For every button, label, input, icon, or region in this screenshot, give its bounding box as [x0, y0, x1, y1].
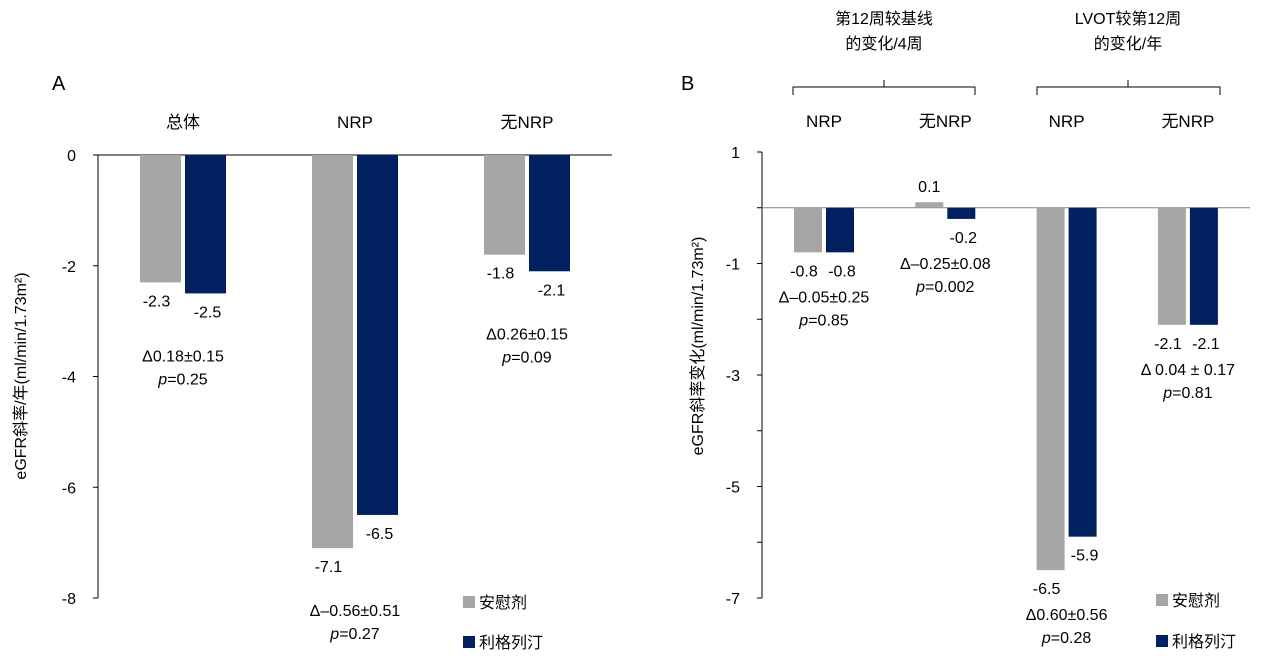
panel-a-y-tick-label: -4	[62, 370, 76, 387]
panel-a-delta-annotation: Δ0.18±0.15	[142, 348, 224, 365]
group-header-2-line2: 的变化/年	[1094, 35, 1162, 53]
panel-a-category-label: NRP	[337, 113, 373, 132]
panel-a-y-tick-label: -8	[62, 591, 76, 608]
panel-b-bar-placebo	[1157, 207, 1186, 325]
panel-b-data-label: -2.1	[1154, 336, 1182, 353]
panel-b-p-symbol: p	[915, 279, 925, 296]
legend-b-drug-label: 利格列汀	[1172, 633, 1236, 651]
panel-a-y-tick-label: -6	[62, 480, 76, 497]
panel-b: B eGFR斜率变化(ml/min/1.73m²) 第12周较基线 的变化/4周…	[681, 10, 1250, 647]
panel-b-data-label: -5.9	[1071, 548, 1099, 565]
legend-a-drug-label: 利格列汀	[479, 634, 543, 652]
legend-a-drug-swatch	[463, 636, 475, 648]
legend-a-placebo-label: 安慰剂	[479, 594, 527, 612]
panel-b-p-number: =0.85	[808, 312, 849, 329]
panel-b-delta-annotation: Δ–0.25±0.08	[900, 256, 991, 273]
panel-b-delta-annotation: Δ 0.04 ± 0.17	[1141, 362, 1235, 379]
panel-b-bar-drug	[947, 207, 976, 219]
panel-a-delta-annotation: Δ–0.56±0.51	[310, 603, 401, 620]
panel-b-category-label: NRP	[1049, 112, 1085, 131]
panel-b-p-value-annotation: p=0.85	[798, 312, 848, 329]
panel-a-p-number: =0.27	[339, 626, 380, 643]
legend-b-placebo-label: 安慰剂	[1172, 592, 1220, 610]
panel-b-delta-annotation: Δ–0.05±0.25	[779, 289, 870, 306]
panel-a-p-value-annotation: p=0.09	[501, 349, 551, 366]
legend-a: 安慰剂 利格列汀	[463, 594, 543, 652]
panel-b-p-number: =0.002	[925, 279, 974, 296]
panel-a-data-label: -2.3	[143, 293, 171, 310]
group-header-2-line1: LVOT较第12周	[1075, 10, 1181, 28]
panel-b-bar-placebo	[915, 202, 944, 208]
panel-b-p-value-annotation: p=0.81	[1162, 385, 1212, 402]
panel-a-bar-drug	[529, 155, 570, 272]
panel-b-data-label: 0.1	[918, 179, 940, 196]
panel-b-p-number: =0.81	[1172, 385, 1213, 402]
panel-a-data-label: -2.5	[194, 304, 222, 321]
panel-b-bar-drug	[1189, 207, 1218, 325]
panel-a-bar-drug	[185, 155, 226, 294]
panel-b-category-label: 无NRP	[919, 112, 972, 131]
panel-a-data-label: -1.8	[487, 266, 515, 283]
panel-b-category-label: 无NRP	[1161, 112, 1214, 131]
panel-a: A eGFR斜率/年(ml/min/1.73m²) 0 -2 -4 -6 -8 总体 -2.…	[12, 73, 612, 643]
group-header-1-line2: 的变化/4周	[845, 35, 922, 53]
panel-a-label: A	[52, 73, 66, 95]
panel-b-data-label: -2.1	[1192, 336, 1220, 353]
panel-b-bar-drug	[1068, 207, 1097, 537]
legend-b: 安慰剂 利格列汀	[1156, 592, 1236, 651]
panel-a-p-value-annotation: p=0.27	[329, 626, 379, 643]
panel-a-p-number: =0.25	[167, 371, 208, 388]
group-bracket-2	[1036, 80, 1221, 95]
panel-a-y-axis-label: eGFR斜率/年(ml/min/1.73m²)	[12, 272, 30, 479]
panel-a-data-label: -7.1	[315, 559, 343, 576]
legend-b-placebo-swatch	[1156, 594, 1168, 606]
panel-a-bar-placebo	[484, 155, 525, 255]
panel-a-y-tick-label: -2	[62, 259, 76, 276]
panel-a-p-number: =0.09	[511, 349, 552, 366]
panel-b-delta-annotation: Δ0.60±0.56	[1026, 607, 1108, 624]
panel-a-p-value-annotation: p=0.25	[157, 371, 207, 388]
panel-a-category-label: 无NRP	[501, 113, 554, 132]
panel-b-category-label: NRP	[806, 112, 842, 131]
panel-b-p-value-annotation: p=0.002	[915, 279, 974, 296]
panel-b-bar-drug	[826, 207, 854, 253]
panel-b-data-label: -0.8	[828, 263, 856, 280]
panel-b-p-symbol: p	[1041, 630, 1051, 647]
panel-a-bar-placebo	[312, 155, 353, 549]
panel-b-data-label: -6.5	[1033, 581, 1061, 598]
panel-b-bar-placebo	[794, 207, 822, 253]
panel-a-bar-placebo	[140, 155, 181, 283]
panel-b-y-tick-label: -7	[726, 591, 740, 608]
panel-a-bar-drug	[357, 155, 398, 515]
panel-b-y-tick-label: -3	[726, 368, 740, 385]
panel-b-y-tick-label: -1	[726, 257, 740, 274]
panel-a-p-symbol: p	[329, 626, 339, 643]
panel-b-y-tick-label: -5	[726, 480, 740, 497]
panel-b-y-tick-label: 1	[731, 145, 740, 162]
panel-b-label: B	[681, 73, 694, 95]
panel-b-data-label: -0.2	[950, 230, 978, 247]
panel-b-p-symbol: p	[1162, 385, 1172, 402]
panel-b-p-symbol: p	[798, 312, 808, 329]
panel-b-y-axis-label: eGFR斜率变化(ml/min/1.73m²)	[689, 237, 707, 456]
panel-a-p-symbol: p	[501, 349, 511, 366]
panel-a-p-symbol: p	[157, 371, 167, 388]
legend-a-placebo-swatch	[463, 596, 475, 608]
panel-b-bar-placebo	[1036, 207, 1065, 571]
group-header-1-line1: 第12周较基线	[835, 10, 933, 28]
panel-b-p-number: =0.28	[1051, 630, 1092, 647]
panel-a-data-label: -2.1	[538, 282, 566, 299]
panel-b-p-value-annotation: p=0.28	[1041, 630, 1091, 647]
panel-a-delta-annotation: Δ0.26±0.15	[486, 326, 568, 343]
legend-b-drug-swatch	[1156, 635, 1168, 647]
group-bracket-1	[792, 80, 976, 95]
panel-a-y-tick-label: 0	[67, 148, 76, 165]
panel-b-data-label: -0.8	[790, 263, 818, 280]
panel-a-category-label: 总体	[166, 113, 200, 132]
panel-a-plot: 0-2-4-6-8总体-2.3-2.5Δ0.18±0.15p=0.25NRP-7…	[62, 113, 612, 643]
panel-a-data-label: -6.5	[366, 526, 394, 543]
